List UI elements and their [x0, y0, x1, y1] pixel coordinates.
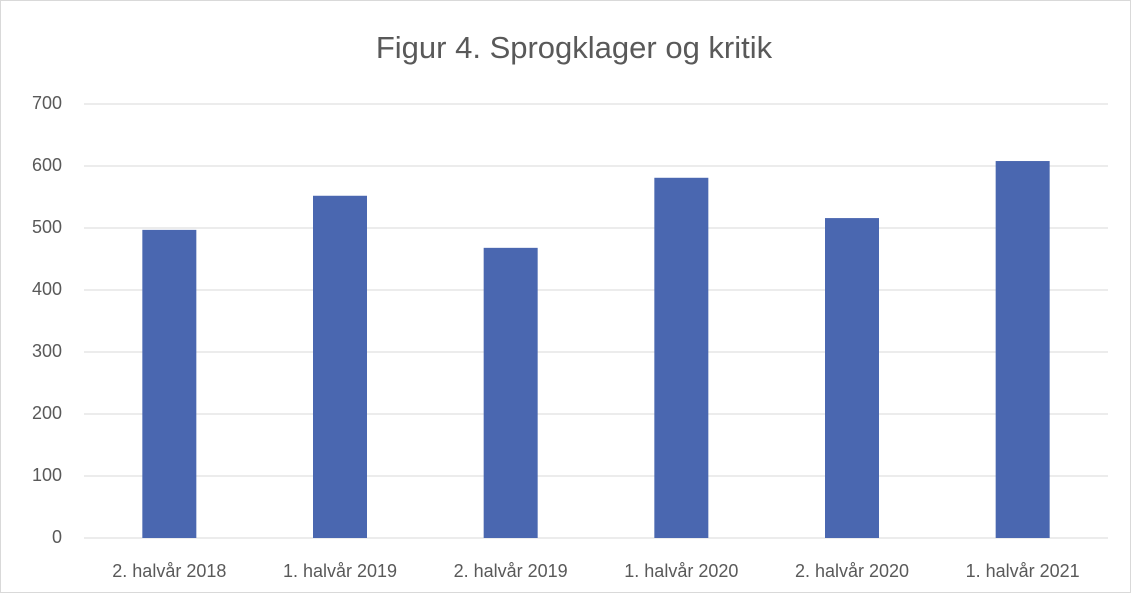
x-tick-label: 2. halvår 2018 [112, 561, 226, 581]
x-tick-label: 2. halvår 2019 [454, 561, 568, 581]
y-tick-label: 400 [32, 279, 62, 299]
x-tick-label: 1. halvår 2020 [624, 561, 738, 581]
bar [142, 229, 197, 539]
bar [313, 195, 367, 538]
x-tick-label: 1. halvår 2021 [966, 561, 1080, 581]
y-tick-label: 500 [32, 217, 62, 237]
y-tick-label: 200 [32, 403, 62, 423]
bar [825, 218, 879, 538]
y-tick-label: 0 [52, 527, 62, 547]
chart-title: Figur 4. Sprogklager og kritik [376, 30, 773, 65]
y-tick-label: 600 [32, 155, 62, 175]
bar [995, 161, 1050, 539]
y-tick-label: 300 [32, 341, 62, 361]
y-tick-label: 700 [32, 93, 62, 113]
x-tick-label: 1. halvår 2019 [283, 561, 397, 581]
y-tick-label: 100 [32, 465, 62, 485]
bar [483, 247, 538, 538]
x-tick-label: 2. halvår 2020 [795, 561, 909, 581]
bar [654, 177, 709, 538]
